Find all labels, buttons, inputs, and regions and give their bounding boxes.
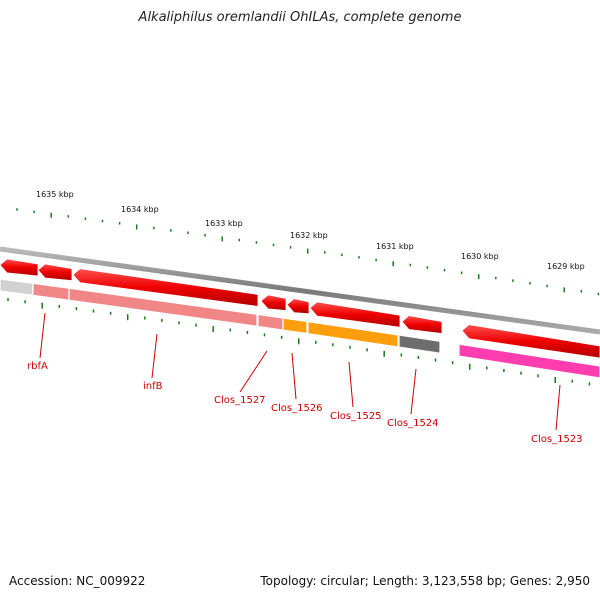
feature-bars[interactable]: [0, 278, 600, 379]
gene-labels: rbfA infB Clos_1527 Clos_1526 Clos_1525 …: [27, 361, 583, 445]
page-title: Alkaliphilus oremlandii OhILAs, complete…: [138, 10, 462, 25]
feature-bar-Clos_1524: [398, 334, 441, 354]
ruler-label-1634: 1634 kbp: [121, 205, 159, 214]
cds-arrow: [0, 258, 39, 277]
cds-arrow: [37, 263, 73, 282]
genome-backbone: [0, 246, 600, 335]
ruler-ticks: [7, 208, 600, 386]
genome-summary-text: Topology: circular; Length: 3,123,558 bp…: [260, 574, 590, 588]
feature-bar-infB: [68, 287, 258, 328]
cds-arrows[interactable]: [0, 258, 600, 359]
leader-line: [291, 352, 297, 400]
feature-bar-Clos_1526: [282, 317, 308, 335]
ruler-label-1631: 1631 kbp: [376, 242, 414, 251]
feature-bar-infB: [32, 282, 70, 301]
leader-line: [555, 384, 561, 431]
gene-label-Clos_1524[interactable]: Clos_1524: [387, 418, 439, 429]
ruler-label-1635: 1635 kbp: [36, 190, 74, 199]
leader-line: [151, 333, 158, 379]
ruler-label-1629: 1629 kbp: [547, 262, 585, 271]
leader-line: [348, 361, 354, 408]
accession-text: Accession: NC_009922: [9, 574, 146, 588]
cds-arrow: [260, 294, 287, 311]
cds-arrow: [401, 315, 443, 334]
leader-line: [39, 312, 46, 359]
cds-arrow: [309, 301, 401, 328]
feature-bar-rbfA: [0, 278, 34, 297]
gene-label-Clos_1525[interactable]: Clos_1525: [330, 411, 382, 422]
gene-label-Clos_1523[interactable]: Clos_1523: [531, 434, 583, 445]
cds-arrow: [461, 324, 600, 359]
ruler-label-1630: 1630 kbp: [461, 252, 499, 261]
feature-bar-Clos_1527: [257, 313, 284, 331]
cds-arrow: [286, 298, 310, 315]
cds-arrow: [72, 268, 259, 307]
feature-bar-Clos_1523: [458, 343, 600, 379]
leader-line: [410, 368, 417, 415]
leader-line: [239, 350, 268, 393]
gene-label-Clos_1526[interactable]: Clos_1526: [271, 403, 323, 414]
gene-label-Clos_1527[interactable]: Clos_1527: [214, 395, 266, 406]
gene-label-infB[interactable]: infB: [143, 381, 163, 392]
gene-label-rbfA[interactable]: rbfA: [27, 361, 48, 372]
ruler-labels: 1635 kbp 1634 kbp 1633 kbp 1632 kbp 1631…: [36, 190, 585, 271]
ruler-label-1633: 1633 kbp: [205, 219, 243, 228]
ruler-label-1632: 1632 kbp: [290, 231, 328, 240]
feature-bar-Clos_1525: [307, 320, 399, 348]
leader-lines: [39, 312, 561, 431]
